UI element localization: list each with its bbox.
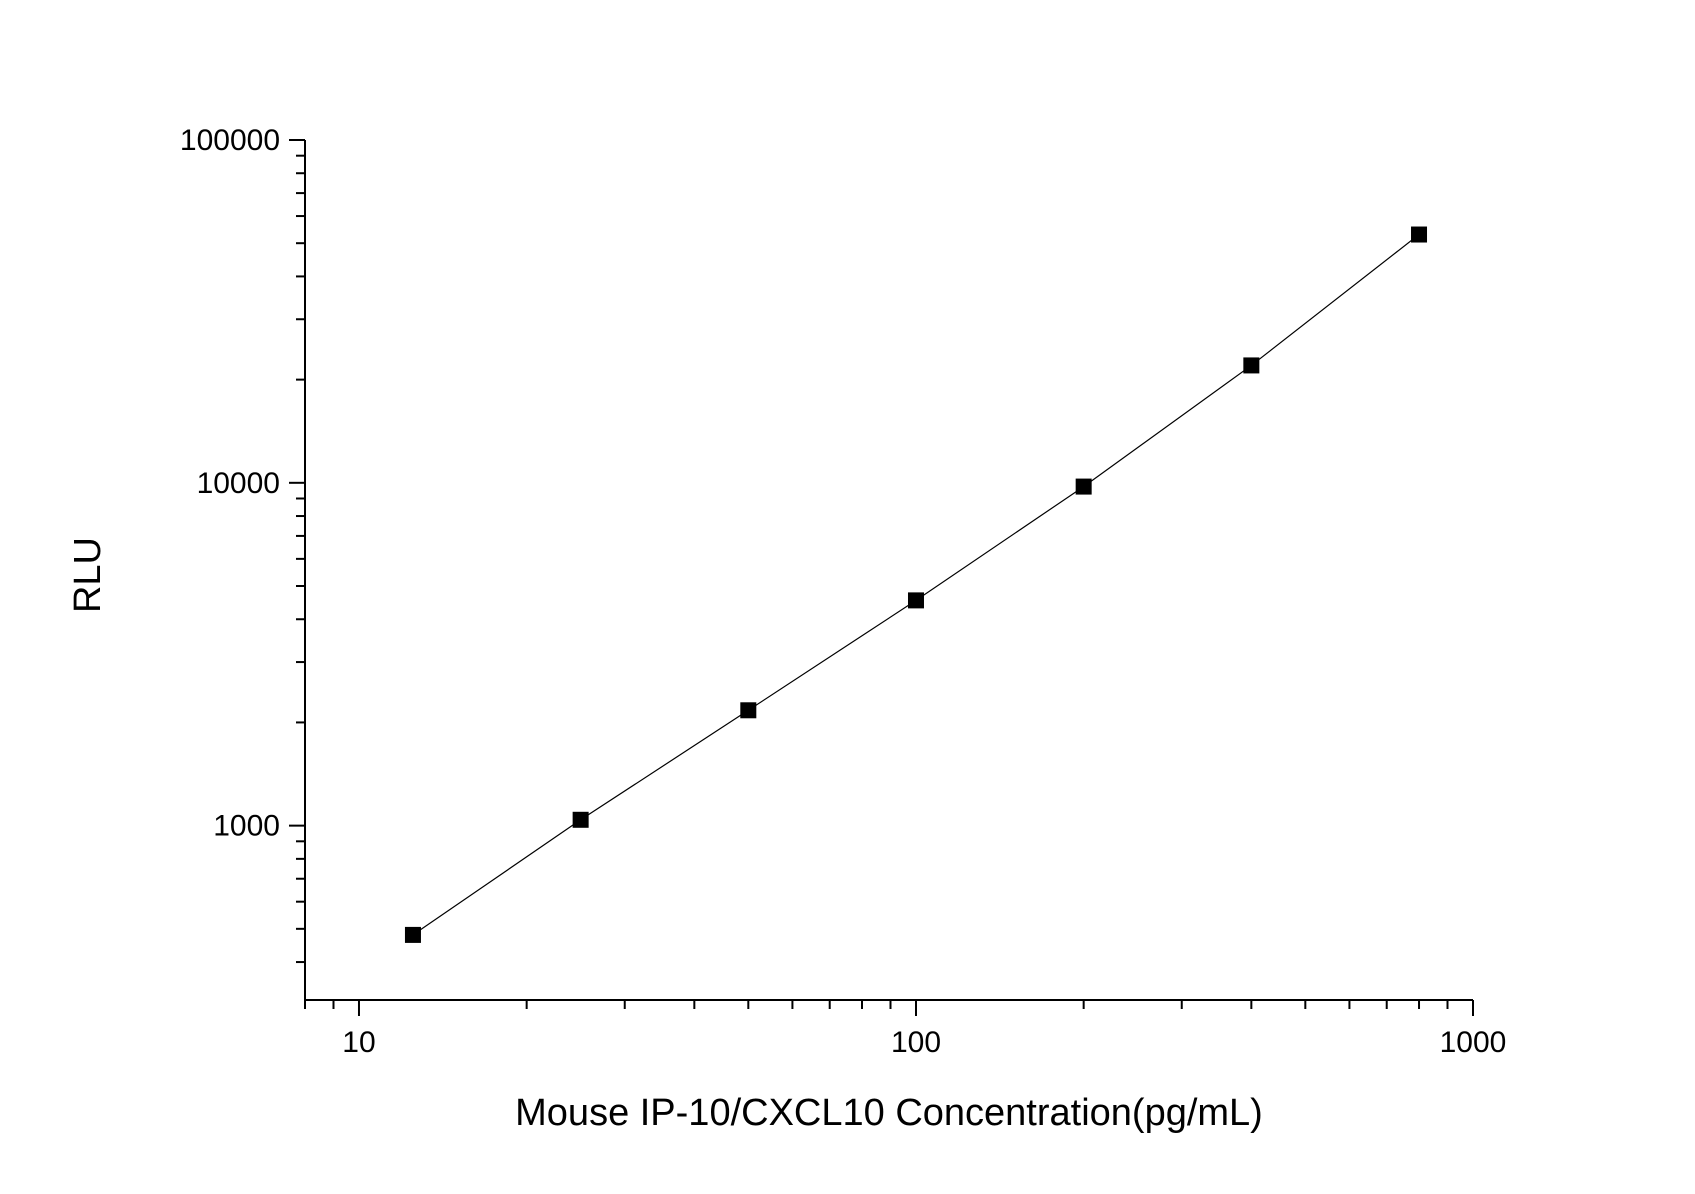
data-point-marker <box>572 811 589 828</box>
series-line <box>412 234 1420 936</box>
axis-ticks <box>289 139 1474 1016</box>
data-point-marker <box>1075 478 1092 495</box>
series-line-group <box>412 234 1420 936</box>
data-point-marker <box>907 592 924 609</box>
data-point-marker <box>740 702 757 719</box>
x-tick-label: 100 <box>891 1026 941 1059</box>
axes-frame <box>304 140 1473 1001</box>
data-point-marker <box>1411 226 1428 243</box>
y-tick-label: 1000 <box>213 810 280 843</box>
data-point-marker <box>404 926 421 943</box>
x-tick-label: 10 <box>342 1026 375 1059</box>
y-tick-label: 10000 <box>197 467 280 500</box>
data-point-marker <box>1243 357 1260 374</box>
y-tick-label: 100000 <box>180 124 280 157</box>
axis-tick-labels: 10 100 1000 1000 10000 100000 <box>180 124 1506 1059</box>
series-points-group <box>404 226 1428 943</box>
x-tick-label: 1000 <box>1440 1026 1507 1059</box>
x-axis-title: Mouse IP-10/CXCL10 Concentration(pg/mL) <box>515 1092 1263 1134</box>
y-axis-title: RLU <box>67 537 109 613</box>
